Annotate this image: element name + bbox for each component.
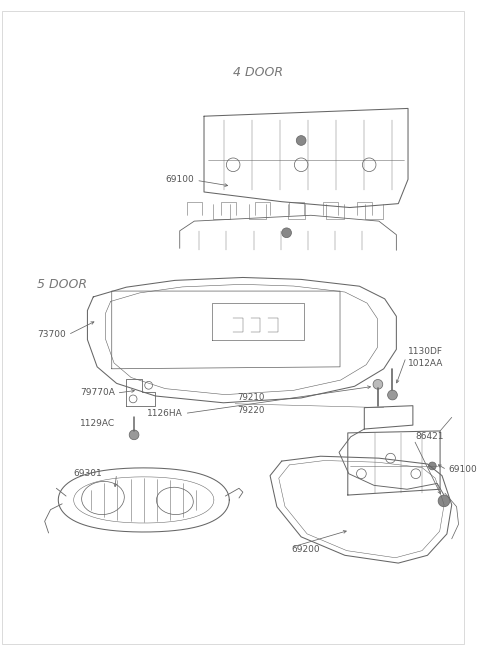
Text: 69200: 69200 — [291, 545, 320, 554]
Circle shape — [429, 462, 436, 470]
Text: 79220: 79220 — [237, 406, 264, 415]
Text: 69100: 69100 — [449, 465, 478, 474]
Circle shape — [438, 495, 450, 507]
Text: 4 DOOR: 4 DOOR — [233, 66, 283, 79]
Text: 79210: 79210 — [237, 394, 264, 402]
Text: 86421: 86421 — [416, 432, 444, 441]
Text: 73700: 73700 — [37, 330, 66, 339]
Text: 79770A: 79770A — [80, 388, 115, 397]
Circle shape — [282, 228, 291, 238]
Text: 1129AC: 1129AC — [80, 419, 115, 428]
Text: 69100: 69100 — [166, 175, 194, 184]
Circle shape — [129, 430, 139, 440]
Text: 1130DF: 1130DF — [408, 346, 443, 356]
Circle shape — [388, 390, 397, 400]
Text: 69301: 69301 — [74, 469, 103, 478]
Text: 5 DOOR: 5 DOOR — [37, 278, 87, 291]
Circle shape — [373, 379, 383, 389]
Text: 1126HA: 1126HA — [147, 409, 182, 418]
Text: 1012AA: 1012AA — [408, 360, 444, 368]
Circle shape — [296, 136, 306, 145]
